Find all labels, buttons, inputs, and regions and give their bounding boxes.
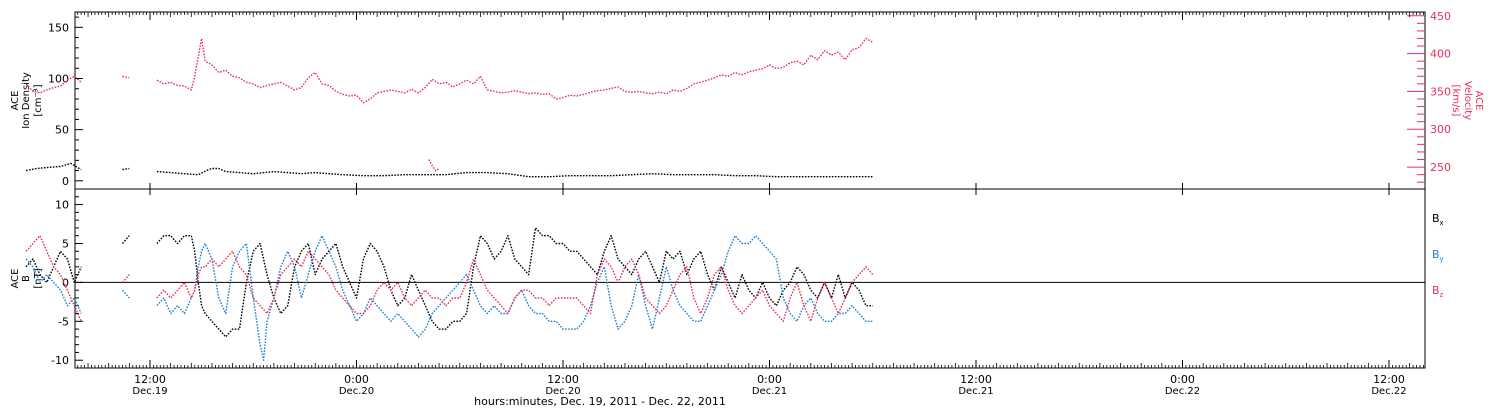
legend-base: B xyxy=(1432,284,1440,297)
bfield-tick-label: -10 xyxy=(51,354,69,367)
time-tick-label: 0:00 xyxy=(344,373,369,386)
time-tick-label: 0:00 xyxy=(1170,373,1195,386)
legend-by: By xyxy=(1432,248,1444,263)
density-tick-label: 100 xyxy=(48,73,69,86)
top-panel-frame xyxy=(74,11,1426,190)
legend-bx: Bx xyxy=(1432,212,1444,227)
bottom-panel-frame xyxy=(74,188,1426,369)
series-bx xyxy=(156,227,873,338)
time-tick-label: 12:00 xyxy=(960,373,992,386)
date-tick-label: Dec.22 xyxy=(1371,386,1406,397)
series-density xyxy=(25,162,82,172)
series-velocity xyxy=(25,75,82,94)
bfield-tick-label: 0 xyxy=(62,276,69,289)
series-velocity xyxy=(122,75,130,79)
date-tick-label: Dec.22 xyxy=(1165,386,1200,397)
velocity-tick-label: 300 xyxy=(1430,123,1451,136)
legend-base: B xyxy=(1432,212,1440,225)
bottom-panel: -10 -5 0 5 10 ACEB[nT] xyxy=(10,188,1426,369)
legend-sub: x xyxy=(1440,219,1444,227)
date-tick-label: Dec.19 xyxy=(132,386,167,397)
series-bz xyxy=(121,274,130,283)
velocity-axis-title-line: Velocity xyxy=(1462,81,1473,120)
velocity-tick-label: 450 xyxy=(1430,10,1451,23)
series-velocity-spike xyxy=(428,159,440,172)
density-tick-label: 50 xyxy=(55,124,69,137)
series-velocity xyxy=(156,37,874,104)
date-tick-label: Dec.21 xyxy=(752,386,787,397)
date-tick-label: Dec.20 xyxy=(339,386,374,397)
series-bz xyxy=(25,234,82,322)
density-tick-label: 0 xyxy=(62,175,69,188)
series-density xyxy=(156,167,873,178)
bfield-tick-label: -5 xyxy=(58,315,69,328)
density-axis-title: ACEIon Density[cm⁻³] xyxy=(10,72,44,129)
legend-sub: y xyxy=(1440,255,1444,263)
velocity-tick-label: 400 xyxy=(1430,48,1451,61)
legend-base: B xyxy=(1432,248,1440,261)
series-bx xyxy=(121,235,130,244)
density-tick-label: 150 xyxy=(48,21,69,34)
time-tick-label: 0:00 xyxy=(757,373,782,386)
bfield-tick-label: 5 xyxy=(62,237,69,250)
legend-sub: z xyxy=(1440,291,1444,299)
density-axis-unit: [cm⁻³] xyxy=(33,84,44,116)
time-tick-label: 12:00 xyxy=(1373,373,1405,386)
bfield-axis-title-line: ACE xyxy=(10,269,21,289)
date-tick-label: Dec.20 xyxy=(545,386,580,397)
legend-bz: Bz xyxy=(1432,284,1444,299)
time-tick-label: 12:00 xyxy=(134,373,166,386)
date-tick-label: Dec.21 xyxy=(958,386,993,397)
velocity-tick-label: 350 xyxy=(1430,85,1451,98)
bfield-axis-unit: [nT] xyxy=(33,268,44,288)
density-axis-title-line: Ion Density xyxy=(21,72,32,129)
density-axis-title-line: ACE xyxy=(10,91,21,111)
series-by xyxy=(156,234,873,361)
bfield-axis-title: ACEB[nT] xyxy=(10,268,44,288)
bfield-axis-title-line: B xyxy=(21,275,32,282)
bfield-tick-label: 10 xyxy=(55,199,69,212)
series-density xyxy=(122,167,130,171)
velocity-axis-title: ACEVelocity[km/s] xyxy=(1450,81,1484,120)
time-tick-label: 12:00 xyxy=(547,373,579,386)
series-bz xyxy=(156,250,874,322)
x-axis: 12:00Dec.190:00Dec.2012:00Dec.200:00Dec.… xyxy=(77,12,1424,408)
velocity-tick-label: 250 xyxy=(1430,161,1451,174)
x-axis-title: hours:minutes, Dec. 19, 2011 - Dec. 22, … xyxy=(474,395,726,408)
velocity-axis-title-line: ACE xyxy=(1473,91,1484,111)
velocity-axis-unit: [km/s] xyxy=(1450,85,1461,117)
series-by xyxy=(121,289,130,299)
